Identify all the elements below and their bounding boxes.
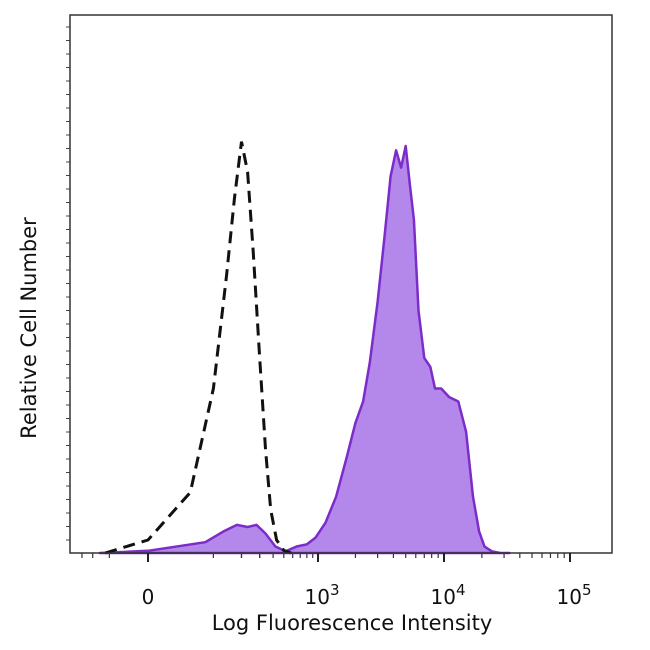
control-histogram-dashed: [104, 141, 292, 555]
x-tick-label: 105: [557, 581, 592, 609]
y-axis-label: Relative Cell Number: [17, 217, 41, 439]
x-tick-label: 0: [142, 585, 155, 609]
x-tick-label: 103: [305, 581, 340, 609]
x-tick-labels: 0 103 104 105: [142, 581, 592, 609]
plot-frame: [69, 14, 613, 554]
stained-sample-histogram: [98, 144, 511, 555]
major-ticks: [147, 553, 571, 562]
minor-ticks: [66, 26, 565, 558]
series-layer: [98, 141, 511, 555]
x-tick-label: 104: [431, 581, 466, 609]
x-axis-label: Log Fluorescence Intensity: [212, 611, 493, 635]
